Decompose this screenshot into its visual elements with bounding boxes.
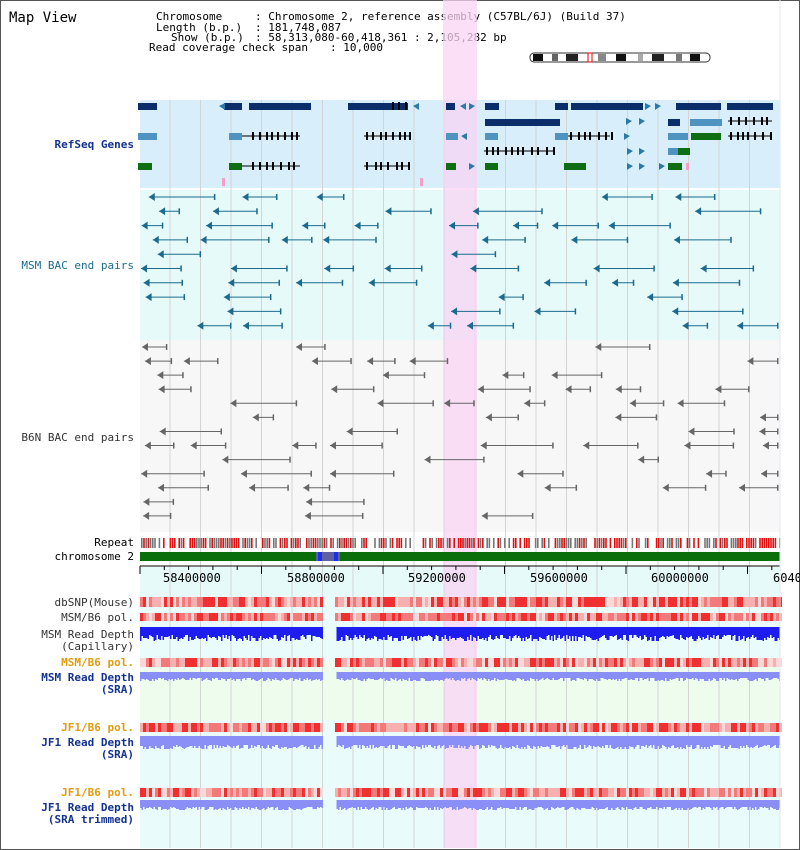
axis-tick-label: 58400000 — [163, 571, 221, 585]
jf1-b6-pol-trimmed-label[interactable]: JF1/B6 pol. — [61, 786, 134, 799]
show-label: Show (b.p.) — [171, 31, 244, 44]
sra-label: (SRA) — [100, 683, 134, 696]
axis-tick-label: 59600000 — [530, 571, 588, 585]
chromosome-label: Chromosome — [156, 10, 223, 23]
chromosome-2-bar[interactable] — [140, 552, 780, 561]
polymorphism-heat-tracks[interactable] — [140, 597, 782, 797]
length-label: Length (b.p.) — [156, 21, 243, 34]
msm-b6-pol-label[interactable]: MSM/B6 pol. — [61, 611, 134, 624]
jf1-b6-pol-label[interactable]: JF1/B6 pol. — [61, 721, 134, 734]
jf1-sra-label: (SRA) — [100, 748, 134, 761]
dbsnp-label[interactable]: dbSNP(Mouse) — [54, 596, 134, 609]
page-title: Map View — [9, 10, 77, 26]
jf1-read-depth-label[interactable]: JF1 Read Depth — [41, 736, 134, 749]
length-value: : 181,748,087 — [255, 21, 342, 34]
position-axis — [139, 565, 780, 574]
capillary-label: (Capillary) — [61, 640, 134, 653]
axis-tick-label: 60000000 — [651, 571, 709, 585]
coverage-value: : 10,000 — [330, 41, 383, 54]
axis-tick-label: 6040 — [773, 571, 800, 585]
coverage-label: Read coverage check span — [149, 41, 308, 54]
refseq-genes-label[interactable]: RefSeq Genes — [54, 138, 134, 151]
b6n-bac-end-pairs-track[interactable] — [141, 343, 779, 520]
msm-b6-pol-sra-label[interactable]: MSM/B6 pol. — [61, 656, 134, 669]
repeat-track[interactable] — [141, 538, 781, 548]
b6n-bac-label[interactable]: B6N BAC end pairs — [21, 431, 134, 444]
repeat-label[interactable]: Repeat — [94, 536, 134, 549]
msm-read-depth-sra-label[interactable]: MSM Read Depth — [41, 671, 134, 684]
read-depth-tracks[interactable] — [140, 627, 781, 810]
msm-read-depth-label[interactable]: MSM Read Depth — [41, 628, 134, 641]
axis-tick-label: 59200000 — [408, 571, 466, 585]
chromosome-ideogram[interactable] — [529, 52, 711, 63]
axis-tick-label: 58800000 — [287, 571, 345, 585]
refseq-genes-track[interactable] — [138, 102, 773, 186]
chromosome-label: chromosome 2 — [54, 550, 134, 563]
msm-bac-end-pairs-track[interactable] — [141, 193, 779, 330]
jf1-sra-trimmed-label: (SRA trimmed) — [47, 813, 134, 826]
jf1-read-depth-trimmed-label[interactable]: JF1 Read Depth — [41, 801, 134, 814]
selected-region-highlight — [443, 0, 477, 848]
msm-bac-label[interactable]: MSM BAC end pairs — [21, 259, 134, 272]
